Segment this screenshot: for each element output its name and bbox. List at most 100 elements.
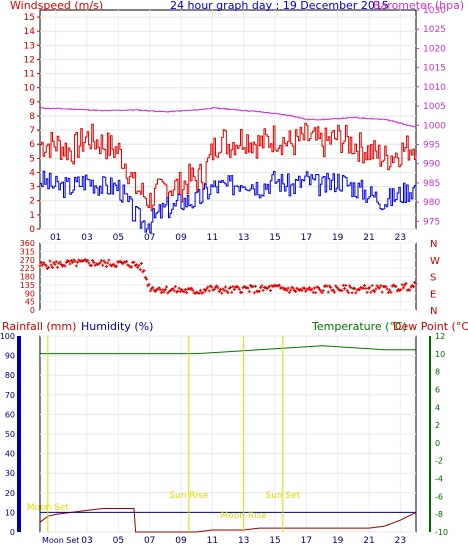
- direction-point: [251, 284, 255, 288]
- direction-tick-label: 0: [30, 306, 35, 315]
- direction-point: [132, 260, 136, 264]
- temp-tick-label: -6: [435, 492, 443, 501]
- direction-point: [401, 286, 405, 290]
- direction-point: [326, 290, 330, 294]
- compass-label: N: [430, 306, 437, 317]
- direction-point: [231, 285, 235, 289]
- direction-point: [343, 286, 347, 290]
- direction-point: [171, 286, 175, 290]
- direction-tick-label: 45: [25, 298, 35, 307]
- direction-point: [162, 290, 166, 294]
- barometer-tick-label: 1015: [423, 64, 446, 74]
- direction-point: [83, 257, 87, 261]
- direction-point: [358, 288, 362, 292]
- direction-point: [140, 261, 144, 265]
- barometer-tick-label: 985: [423, 179, 440, 189]
- direction-point: [48, 259, 52, 263]
- direction-point: [63, 264, 67, 268]
- direction-point: [215, 284, 219, 288]
- wind-tick-label: 9: [29, 98, 35, 108]
- direction-point: [260, 284, 264, 288]
- direction-point: [216, 286, 220, 290]
- direction-point: [161, 288, 165, 292]
- moon-set-axis-label: Moon Set: [42, 536, 79, 545]
- direction-point: [281, 286, 285, 290]
- direction-point: [41, 263, 45, 267]
- compass-label: E: [430, 289, 436, 300]
- direction-point: [103, 261, 107, 265]
- direction-point: [321, 289, 325, 293]
- humidity-axis-title: Humidity (%): [81, 320, 153, 333]
- direction-point: [203, 289, 207, 293]
- direction-point: [198, 288, 202, 292]
- direction-point: [363, 284, 367, 288]
- direction-point: [345, 289, 349, 293]
- barometer-tick-label: 1005: [423, 102, 446, 112]
- barometer-tick-label: 990: [423, 160, 440, 170]
- direction-point: [349, 286, 353, 290]
- wind-average-series: [40, 170, 417, 234]
- barometer-axis-title: Barometer (hpa): [373, 0, 464, 12]
- direction-point: [284, 287, 288, 291]
- direction-point: [329, 286, 333, 290]
- direction-point: [408, 288, 412, 292]
- direction-point: [287, 290, 291, 294]
- direction-point: [389, 290, 393, 294]
- direction-point: [52, 261, 56, 265]
- direction-point: [230, 290, 234, 294]
- direction-point: [177, 286, 181, 290]
- bottom-x-tick-label: 09: [175, 536, 187, 546]
- direction-point: [91, 259, 95, 263]
- direction-point: [289, 288, 293, 292]
- sun-set-label: Sun Set: [265, 491, 300, 501]
- rain-tick-label: 40: [5, 450, 15, 459]
- x-tick-label: 11: [207, 233, 218, 243]
- direction-point: [399, 288, 403, 292]
- barometer-tick-label: 995: [423, 140, 440, 150]
- direction-point: [254, 284, 258, 288]
- x-tick-label: 03: [81, 233, 92, 243]
- direction-point: [261, 288, 265, 292]
- direction-point: [341, 283, 345, 287]
- direction-point: [246, 286, 250, 290]
- wind-tick-label: 15: [24, 13, 35, 23]
- direction-point: [135, 263, 139, 267]
- direction-point: [333, 290, 337, 294]
- chart-title: 24 hour graph day : 19 December 2015: [170, 0, 389, 12]
- direction-point: [191, 288, 195, 292]
- bottom-x-tick-label: 23: [395, 536, 406, 546]
- direction-point: [317, 287, 321, 291]
- temperature-axis-title: Temperature (°C): [311, 320, 407, 333]
- direction-point: [147, 282, 151, 286]
- direction-point: [325, 284, 329, 288]
- temp-tick-label: -2: [435, 457, 443, 466]
- wind-tick-label: 6: [29, 140, 35, 150]
- direction-point: [206, 285, 210, 289]
- direction-point: [53, 262, 57, 266]
- wind-tick-label: 2: [29, 197, 35, 207]
- wind-tick-label: 14: [24, 27, 36, 37]
- direction-point: [142, 269, 146, 273]
- bottom-x-tick-label: 15: [269, 536, 280, 546]
- direction-point: [237, 287, 241, 291]
- direction-point: [58, 260, 62, 264]
- direction-point: [348, 284, 352, 288]
- rain-tick-label: 100: [0, 332, 15, 341]
- x-tick-label: 05: [113, 233, 124, 243]
- direction-tick-label: 360: [20, 239, 35, 248]
- direction-point: [136, 265, 140, 269]
- direction-tick-label: 90: [25, 289, 35, 298]
- direction-point: [124, 260, 128, 264]
- direction-point: [190, 286, 194, 290]
- direction-point: [148, 289, 152, 293]
- direction-point: [346, 291, 350, 295]
- direction-point: [74, 264, 78, 268]
- direction-point: [277, 283, 281, 287]
- direction-point: [302, 286, 306, 290]
- direction-point: [300, 289, 304, 293]
- direction-point: [129, 265, 133, 269]
- sun-rise-label: Sun Rise: [169, 491, 208, 501]
- rain-tick-label: 30: [5, 469, 15, 478]
- rain-tick-label: 90: [5, 352, 15, 361]
